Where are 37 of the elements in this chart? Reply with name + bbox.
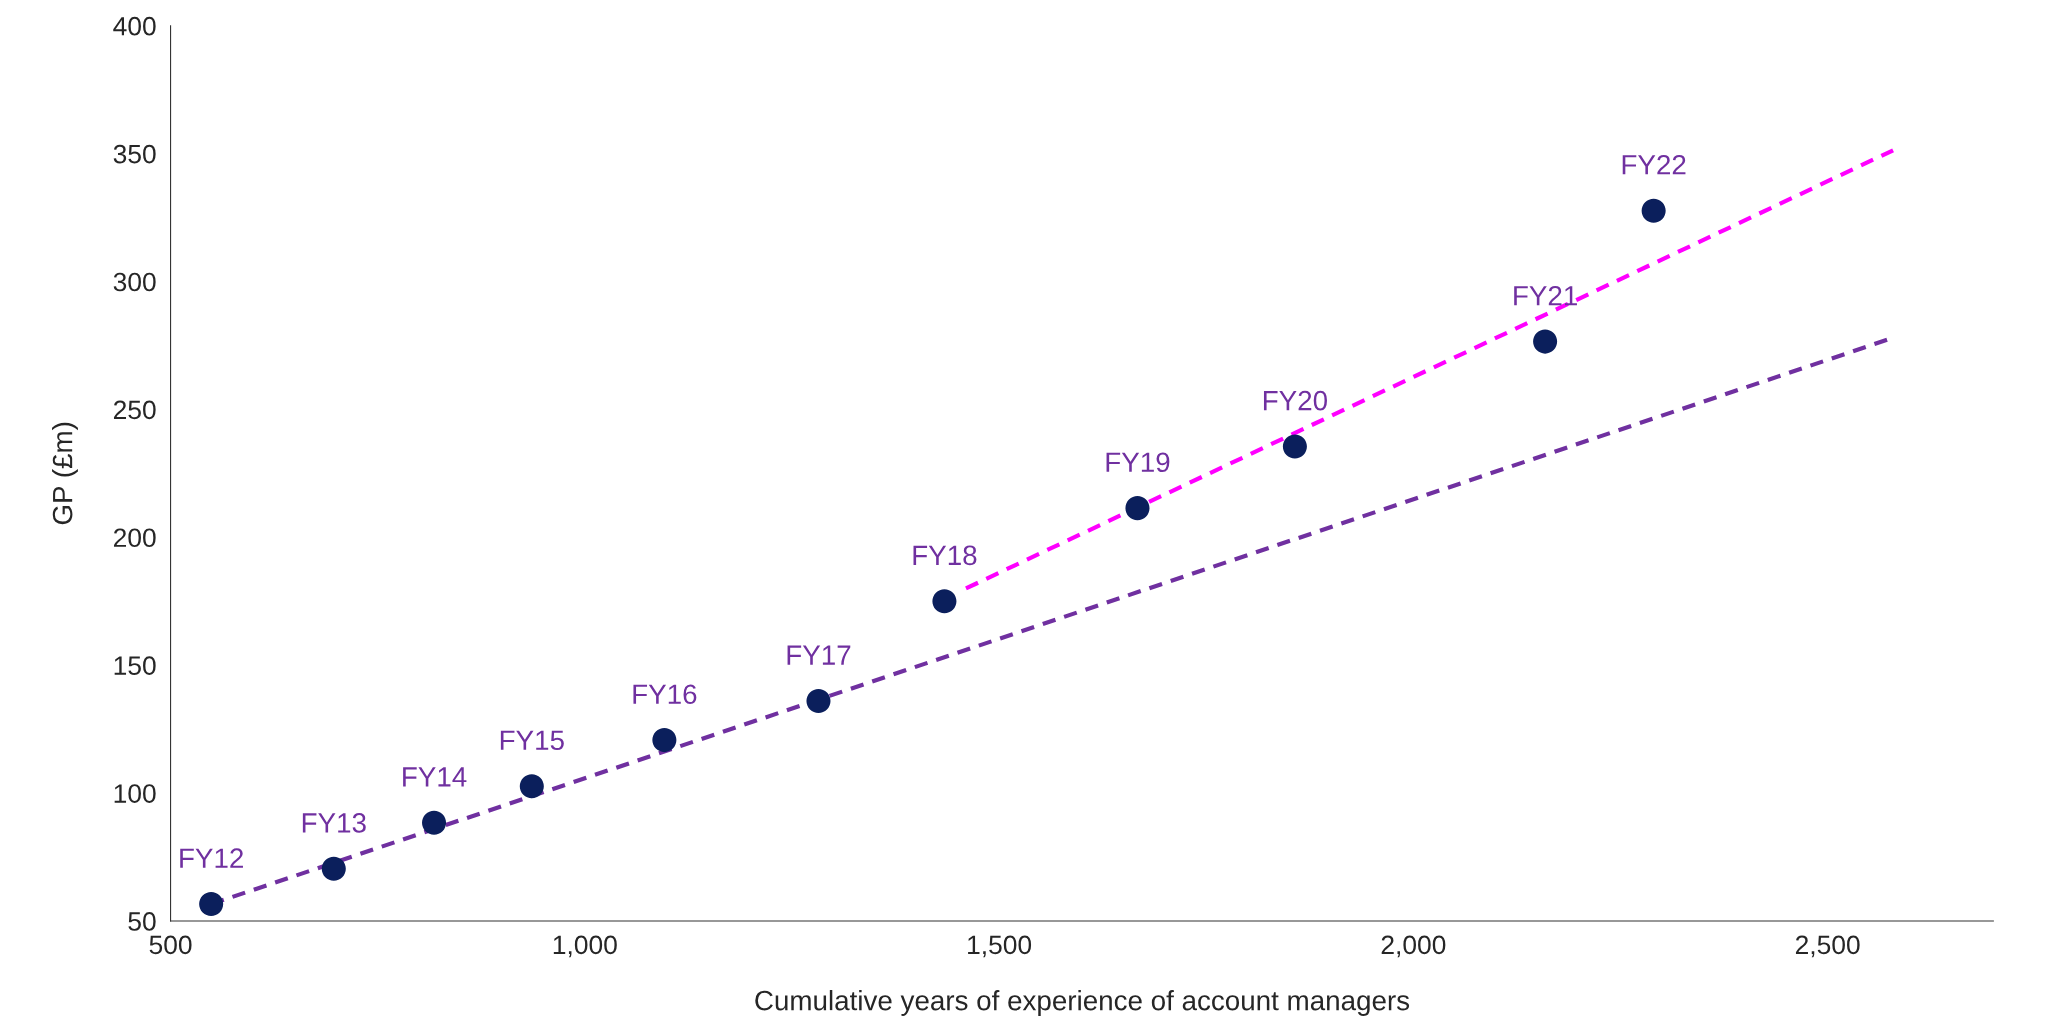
x-tick-label: 1,000	[553, 935, 617, 958]
y-tick-label: 400	[113, 16, 156, 36]
y-tick-label: 150	[114, 656, 156, 675]
x-tick-label: 1,500	[968, 935, 1032, 958]
annotation: FY18	[913, 545, 977, 566]
annotation: FY13	[302, 813, 366, 833]
y-tick-label: 300	[113, 272, 156, 292]
y-axis-title: GP (£m)	[52, 422, 78, 525]
point	[806, 688, 831, 714]
annotation: FY17	[787, 645, 851, 665]
annotation: FY19	[1106, 452, 1170, 473]
x-axis-title: Cumulative years of experience of account managers	[755, 990, 1410, 1016]
annotation: FY20	[1263, 390, 1327, 411]
annotation: FY14	[403, 767, 467, 787]
annotation: FY21	[1514, 285, 1577, 306]
y-tick-label: 200	[113, 528, 156, 548]
annotation: FY12	[180, 848, 243, 868]
annotation: FY15	[500, 730, 564, 751]
y-tick-label: 50	[128, 912, 156, 931]
point	[1282, 434, 1307, 459]
point	[1125, 496, 1150, 521]
y-tick-label: 250	[113, 400, 156, 420]
point	[652, 728, 677, 753]
point	[519, 774, 544, 799]
point	[321, 856, 346, 881]
point	[422, 810, 447, 835]
point	[932, 589, 957, 614]
annotation: FY22	[1622, 154, 1686, 175]
point	[1533, 329, 1558, 354]
x-tick-label: 2,500	[1795, 935, 1860, 958]
x-tick-label: 2,000	[1381, 935, 1446, 958]
y-tick-label: 100	[114, 784, 156, 803]
y-tick-label: 350	[113, 144, 156, 164]
point	[1641, 198, 1666, 223]
annotation: FY16	[633, 684, 697, 705]
x-tick-label: 500	[149, 935, 192, 955]
point	[199, 892, 224, 917]
